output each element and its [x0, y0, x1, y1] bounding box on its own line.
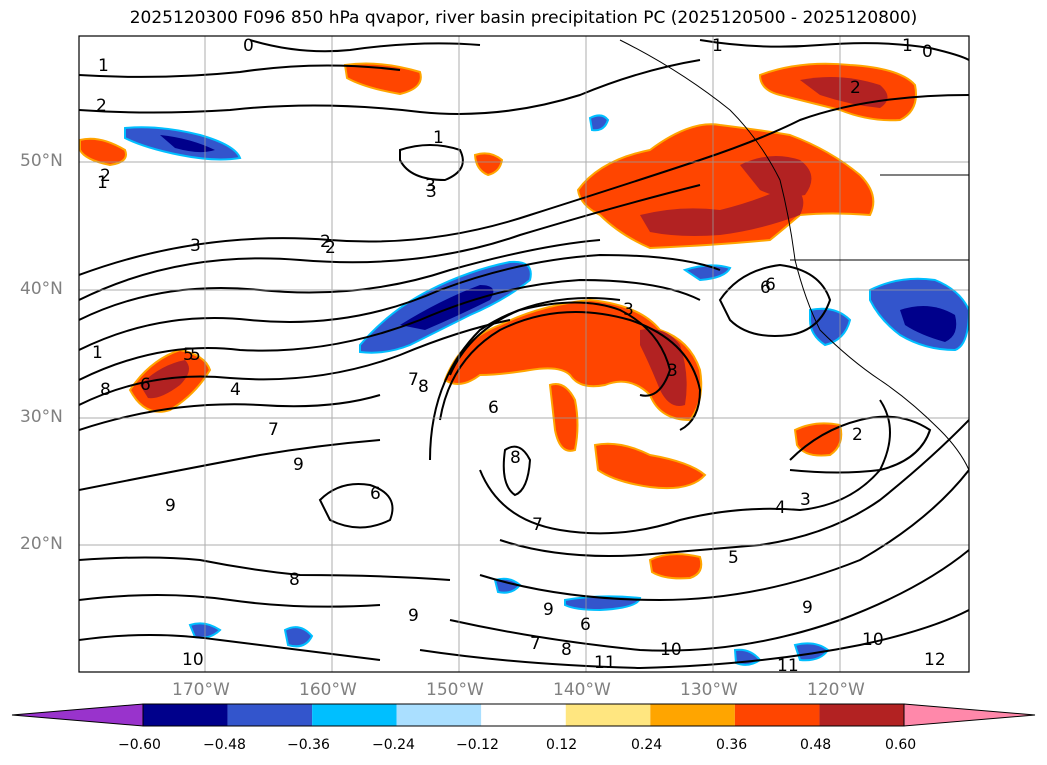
- contour-label: 3: [623, 300, 634, 320]
- contour-label: 8: [561, 640, 572, 660]
- colorbar-extend-low: [11, 703, 144, 727]
- contour-label: 7: [530, 634, 541, 654]
- colorbar-bin: [312, 704, 397, 726]
- contour-label: 1: [712, 36, 723, 56]
- contour-label: 2: [100, 166, 111, 186]
- graticule: [79, 36, 969, 672]
- colorbar-tick: −0.12: [456, 737, 499, 753]
- precip-shading: [79, 62, 969, 666]
- contour-label: 6: [370, 484, 381, 504]
- colorbar-tick: −0.60: [118, 737, 161, 753]
- lon-label-170W: 170°W: [172, 680, 230, 700]
- lon-label-160W: 160°W: [299, 680, 357, 700]
- contour-label: 6: [140, 375, 151, 395]
- colorbar-bin: [650, 704, 735, 726]
- contour-label: 7: [408, 370, 419, 390]
- contour-label: 6: [765, 275, 776, 295]
- contour-label: 1: [433, 128, 444, 148]
- contour-label: 6: [760, 278, 771, 298]
- colorbar-bin: [481, 704, 566, 726]
- qvapor-contours: [79, 39, 969, 670]
- lat-label-30N: 30°N: [20, 407, 63, 427]
- contour-label: 6: [580, 615, 591, 635]
- contour-label: 1: [92, 343, 103, 363]
- colorbar-border: [142, 703, 905, 727]
- contour-label: 3: [426, 182, 437, 202]
- contour-label: 3: [425, 176, 436, 196]
- contour-label: 7: [268, 420, 279, 440]
- contour-label: 3: [800, 490, 811, 510]
- contour-label: 9: [293, 455, 304, 475]
- colorbar-tick: −0.24: [372, 737, 415, 753]
- contour-label: 2: [96, 96, 107, 116]
- lon-label-130W: 130°W: [680, 680, 738, 700]
- lon-label-140W: 140°W: [553, 680, 611, 700]
- lat-label-40N: 40°N: [20, 279, 63, 299]
- colorbar-extend-high: [903, 703, 1036, 727]
- lon-label-120W: 120°W: [807, 680, 865, 700]
- colorbar-tick: 0.12: [546, 737, 578, 753]
- lon-label-150W: 150°W: [426, 680, 484, 700]
- contour-label: 2: [325, 238, 336, 258]
- contour-label: 7: [532, 515, 543, 535]
- colorbar-tick: −0.36: [287, 737, 330, 753]
- contour-label: 5: [728, 548, 739, 568]
- contour-label: 8: [510, 448, 521, 468]
- contour-label: 10: [862, 630, 884, 650]
- contour-label: 2: [320, 232, 331, 252]
- contour-label: 10: [182, 650, 204, 670]
- contour-label: 1: [98, 56, 109, 76]
- colorbar-bin: [227, 704, 313, 726]
- contour-label: 3: [190, 236, 201, 256]
- colorbar-tick: 0.24: [631, 737, 663, 753]
- contour-label: 12: [924, 650, 946, 670]
- contour-label: 9: [802, 598, 813, 618]
- contour-label: 11: [777, 656, 799, 676]
- colorbar: [11, 703, 1036, 727]
- contour-label: 6: [488, 398, 499, 418]
- contour-label: 5: [183, 345, 194, 365]
- contour-label: 3: [667, 361, 678, 381]
- colorbar-tick: −0.48: [203, 737, 246, 753]
- contour-label: 9: [165, 496, 176, 516]
- contour-label: 0: [243, 36, 254, 56]
- contour-label: 9: [543, 600, 554, 620]
- contour-label: 11: [594, 653, 616, 673]
- contour-label: 1: [97, 173, 108, 193]
- colorbar-tick: 0.48: [800, 737, 832, 753]
- colorbar-bin: [734, 704, 820, 726]
- contour-label: 2: [852, 425, 863, 445]
- map-title: 2025120300 F096 850 hPa qvapor, river ba…: [129, 8, 918, 28]
- contour-label: 4: [230, 380, 241, 400]
- contour-label: 8: [418, 377, 429, 397]
- coastline: [619, 39, 969, 471]
- lat-label-20N: 20°N: [20, 534, 63, 554]
- colorbar-tick: 0.60: [885, 737, 917, 753]
- contour-label: 0: [922, 42, 933, 62]
- colorbar-bin: [143, 704, 228, 726]
- lat-label-50N: 50°N: [20, 151, 63, 171]
- colorbar-bin: [819, 704, 904, 726]
- colorbar-tick: 0.36: [716, 737, 748, 753]
- contour-label: 1: [902, 36, 913, 56]
- contour-label: 5: [190, 345, 201, 365]
- contour-label: 8: [289, 570, 300, 590]
- contour-label: 4: [775, 498, 786, 518]
- contour-label: 9: [408, 606, 419, 626]
- contour-label: 8: [100, 380, 111, 400]
- colorbar-bin: [565, 704, 651, 726]
- contour-label: 2: [850, 78, 861, 98]
- colorbar-bin: [396, 704, 482, 726]
- contour-label: 10: [660, 640, 682, 660]
